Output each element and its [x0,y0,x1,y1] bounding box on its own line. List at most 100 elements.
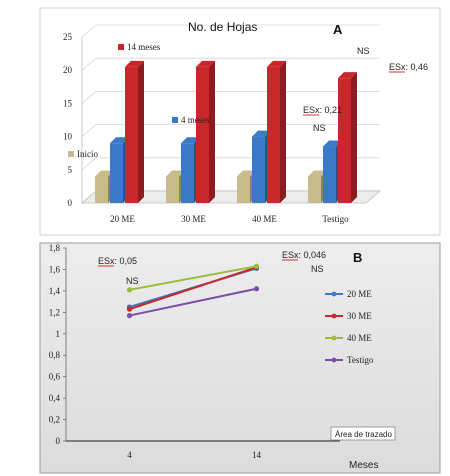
bar-front [125,66,138,203]
y-tick-label: 15 [63,98,73,108]
y-tick-label: 0,4 [49,393,61,403]
ns-right-annotation: NS [311,264,324,274]
bar-top [166,170,185,177]
bar-front [252,136,265,203]
bar-top [196,60,215,67]
panel-b-axes [63,247,340,442]
x-axis-title: Meses [349,460,378,471]
panel-b-letter: B [353,250,362,265]
panel-b-lines [126,263,260,319]
panel-b-tick-labels: 0 0,2 0,4 0,6 0,8 1 1,2 1,4 1,6 1,8 4 14 [49,243,262,460]
bar-front [323,146,336,203]
data-point [126,287,133,293]
tooltip: Área de trazado [330,426,396,441]
legend-4-meses-label: 4 meses [181,115,210,125]
bar-front [181,143,194,203]
bar-top [267,60,286,67]
esx-left-annotation: ESx: 0,05 [98,256,137,266]
grid-line-diag [81,57,97,71]
bar [125,60,144,203]
data-point [126,306,133,312]
series-line [126,286,260,319]
legend-marker [331,357,337,363]
y-tick-label: 0 [68,198,73,208]
bar-front [338,78,351,203]
line-path [129,287,257,317]
bar-front [196,66,209,203]
bar-top [308,170,327,177]
y-tick-label: 10 [63,132,73,142]
bar-side [351,72,357,203]
bar-front [95,176,108,203]
bar [338,72,357,203]
bar-front [166,176,179,203]
bar-top [95,170,114,177]
legend-label: 30 ME [347,311,372,321]
legend-14-meses: 14 meses [118,42,161,52]
legend-14-meses-label: 14 meses [127,42,161,52]
grid-line-diag [81,91,97,104]
line-path [129,266,257,311]
data-point [126,312,133,319]
data-point [253,263,260,269]
grid-line-diag [81,124,97,137]
line-path [129,265,257,291]
esx-mid-annotation: ESx: 0,21 [303,105,342,115]
bar-top [237,170,256,177]
bar-front [237,176,250,203]
legend-label: 20 ME [347,289,372,299]
legend-item: 20 ME [325,289,372,299]
panel-b: 0 0,2 0,4 0,6 0,8 1 1,2 1,4 1,6 1,8 4 14 20 ME 30 ME… [39,242,441,474]
bar-top [252,130,271,137]
legend-4-meses-swatch [172,117,178,123]
panel-a: 0 5 10 15 20 25 20 ME 30 ME 40 ME Testigo No. de … [39,7,441,236]
y-tick-label: 20 [63,65,73,75]
x-tick-label: 14 [252,450,262,460]
data-point [253,286,260,292]
y-tick-label: 1,8 [49,243,61,253]
grid-line-diag [81,24,97,38]
bar-front [110,143,123,203]
bar-top [110,137,129,144]
y-tick-label: 1,6 [49,264,61,274]
bar-top [338,72,357,79]
y-tick-label: 1,2 [49,307,60,317]
ns-left-annotation: NS [126,276,139,286]
panel-a-tick-labels: 0 5 10 15 20 25 20 ME 30 ME 40 ME Testigo [63,32,349,224]
esx-right-annotation: ESx: 0,046 [282,250,326,260]
y-tick-label: 0,6 [49,372,61,382]
bar-top [125,60,144,67]
legend-14-meses-swatch [118,44,124,50]
legend-inicio-swatch [68,151,74,157]
y-tick-label: 5 [68,165,73,175]
legend-label: Testigo [347,355,374,365]
bar [267,60,286,203]
ns-mid-annotation: NS [313,123,326,133]
x-tick-label: Testigo [322,214,349,224]
legend-4-meses: 4 meses [172,115,210,125]
bar-top [181,137,200,144]
y-tick-label: 1 [56,329,61,339]
legend-marker [331,291,337,297]
ns-top-annotation: NS [357,46,370,56]
legend-item: 30 ME [325,311,372,321]
panel-a-title: No. de Hojas [188,20,257,34]
esx-top-annotation: ESx: 0,46 [389,62,428,72]
x-tick-label: 4 [127,450,132,460]
legend-marker [331,313,337,319]
bar-front [267,66,280,203]
panel-a-letter: A [333,22,343,37]
bar-side [138,60,144,203]
bar-top [323,140,342,147]
y-tick-label: 0,2 [49,415,60,425]
y-tick-label: 25 [63,32,73,42]
legend-inicio: Inicio [68,149,98,159]
panel-a-bars [95,60,357,203]
y-tick-label: 0,8 [49,350,61,360]
bar-side [209,60,215,203]
y-tick-label: 0 [56,436,61,446]
bar-front [308,176,321,203]
legend-item: 40 ME [325,333,372,343]
x-tick-label: 20 ME [110,214,135,224]
